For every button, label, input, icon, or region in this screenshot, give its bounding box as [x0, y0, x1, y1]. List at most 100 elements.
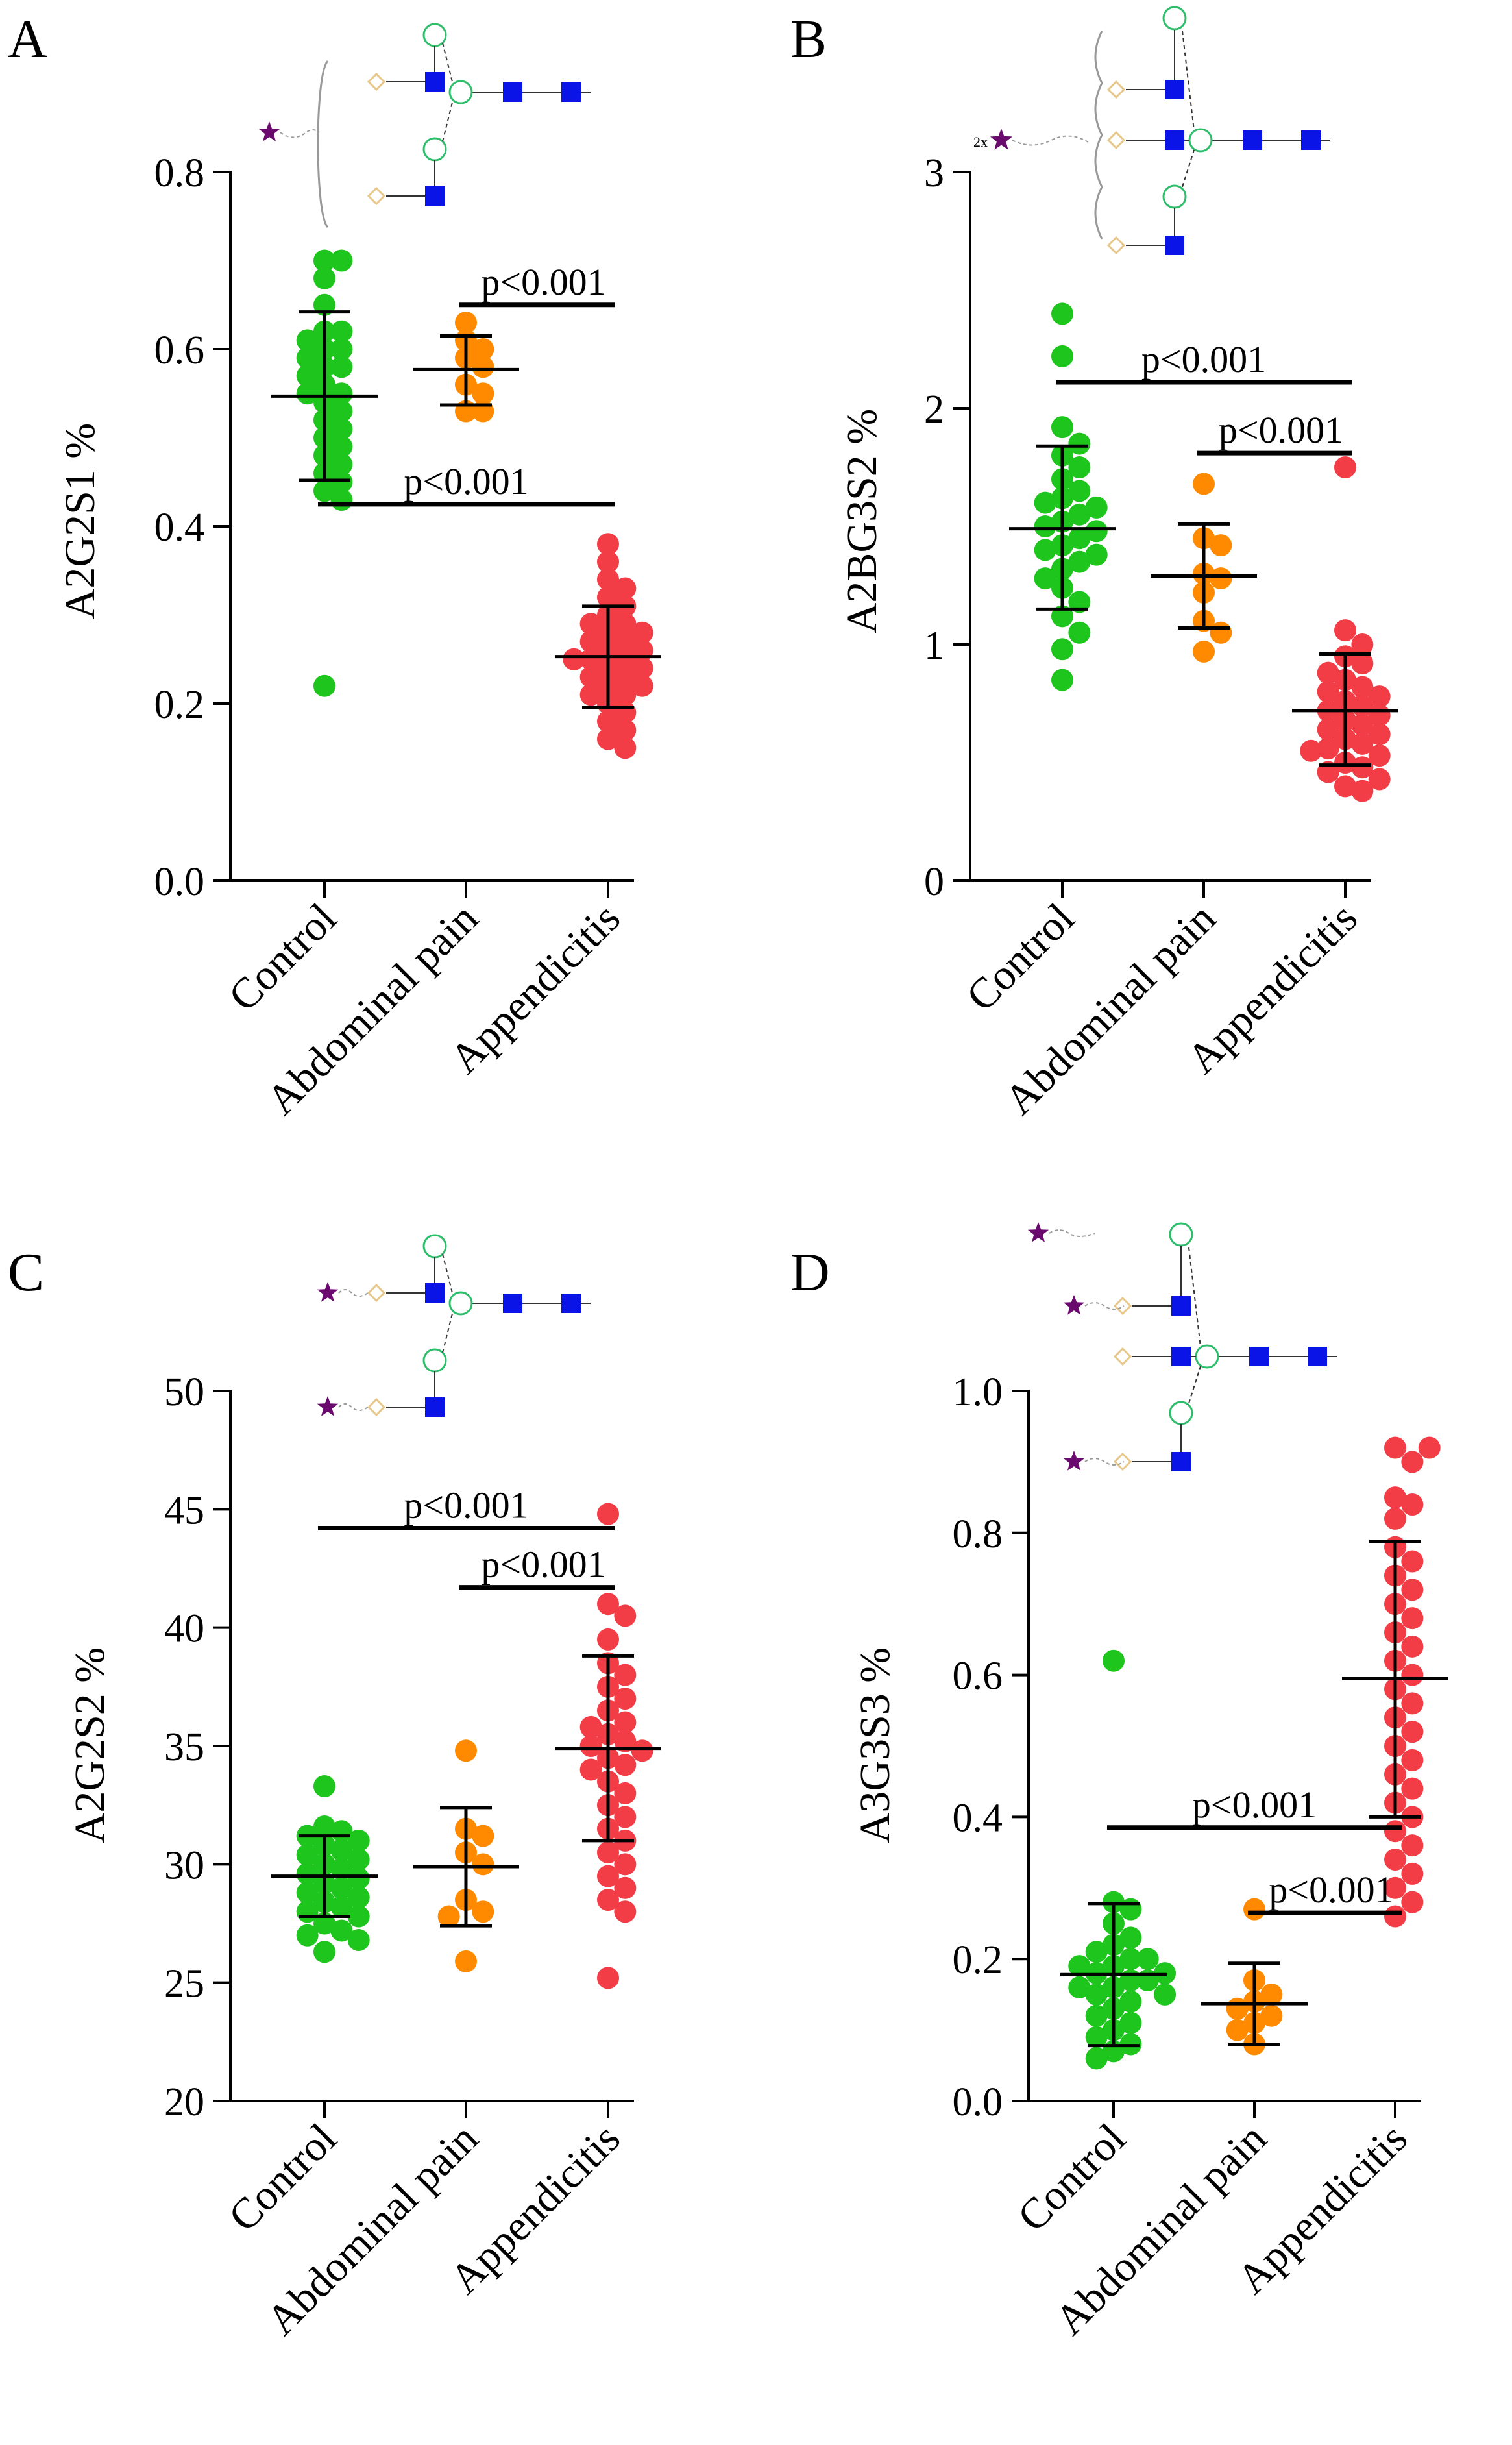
- data-point: [597, 1865, 619, 1887]
- y-tick-label: 0: [924, 860, 944, 904]
- data-point: [347, 1886, 370, 1909]
- y-tick-label: 0.6: [154, 328, 205, 373]
- data-point: [614, 666, 637, 689]
- data-point: [1401, 1834, 1424, 1857]
- data-point: [347, 1905, 370, 1928]
- glycan-link: [1084, 1458, 1125, 1466]
- data-point: [1401, 1579, 1424, 1601]
- glycan-structure: [1027, 1222, 1337, 1471]
- data-point: [614, 613, 637, 635]
- error-bar: [413, 334, 519, 407]
- data-point: [347, 1929, 370, 1952]
- significance-bracket: p<0.001: [318, 1484, 615, 1531]
- glcnac-icon: [503, 82, 522, 102]
- data-point: [1034, 491, 1056, 514]
- data-point: [1351, 713, 1374, 736]
- significance-bracket: p<0.001: [459, 1543, 615, 1590]
- data-point: [1034, 539, 1056, 561]
- p-value-label: p<0.001: [404, 1484, 528, 1527]
- data-point: [614, 1711, 637, 1734]
- data-point: [579, 683, 602, 706]
- data-point: [1401, 1493, 1424, 1516]
- y-tick-label: 0.6: [953, 1654, 1003, 1699]
- data-point: [472, 338, 494, 360]
- data-point: [296, 1924, 319, 1947]
- significance-bracket: p<0.001: [318, 460, 615, 507]
- data-point: [1085, 543, 1108, 566]
- data-point: [1136, 1969, 1159, 1992]
- data-point: [313, 1815, 335, 1837]
- data-point: [1384, 1507, 1406, 1530]
- glcnac-icon: [1165, 236, 1184, 255]
- data-point: [1384, 1849, 1406, 1871]
- glcnac-icon: [1165, 80, 1184, 99]
- mannose-icon: [1162, 184, 1187, 209]
- y-tick-label: 1: [924, 624, 944, 668]
- data-point: [597, 1889, 619, 1911]
- data-point: [1260, 2004, 1283, 2027]
- mannose-icon: [1162, 6, 1187, 31]
- data-point: [1317, 737, 1339, 760]
- mannose-icon: [422, 1348, 447, 1373]
- sialic-acid-icon: [990, 129, 1013, 150]
- data-point: [614, 1664, 637, 1686]
- data-point: [296, 347, 319, 369]
- p-value-label: p<0.001: [1192, 1784, 1317, 1826]
- glycan-link: [442, 1310, 454, 1353]
- glycan-link: [338, 1403, 369, 1411]
- data-point: [1368, 723, 1391, 746]
- glcnac-icon: [1171, 1296, 1191, 1316]
- data-point: [313, 267, 335, 289]
- data-point: [1351, 780, 1374, 802]
- glcnac-icon: [561, 1294, 581, 1313]
- p-value-label: p<0.001: [404, 460, 528, 502]
- data-point: [1068, 503, 1091, 526]
- data-point: [1210, 534, 1232, 557]
- series-appendicitis: [563, 533, 653, 759]
- glycan-structure: [258, 23, 591, 228]
- data-point: [330, 417, 353, 440]
- data-point: [614, 1754, 637, 1776]
- error-bar: [1151, 522, 1257, 630]
- data-point: [330, 338, 353, 360]
- data-point: [1068, 432, 1091, 455]
- data-point: [614, 577, 637, 600]
- y-axis-label: A2G2S2 %: [66, 1647, 114, 1844]
- data-point: [563, 648, 585, 670]
- data-point: [1193, 640, 1215, 663]
- data-point: [614, 1806, 637, 1828]
- data-point: [347, 1867, 370, 1890]
- data-point: [1300, 739, 1323, 762]
- data-point: [330, 436, 353, 458]
- data-point: [1051, 345, 1073, 367]
- error-bar: [271, 1834, 378, 1919]
- y-axis-label: A3G3S3 %: [851, 1647, 899, 1844]
- glcnac-icon: [1301, 130, 1321, 150]
- data-point: [1119, 1898, 1142, 1921]
- y-tick-label: 20: [164, 2080, 204, 2124]
- y-tick-label: 40: [164, 1607, 204, 1651]
- data-point: [1068, 550, 1091, 573]
- data-point: [1401, 1635, 1424, 1658]
- data-point: [597, 1628, 619, 1651]
- data-point: [1226, 2019, 1249, 2041]
- mannose-icon: [1169, 1401, 1193, 1425]
- data-point: [579, 613, 602, 635]
- data-point: [1401, 1664, 1424, 1686]
- glcnac-icon: [425, 72, 445, 92]
- bracket-icon: [317, 60, 329, 228]
- data-point: [1351, 633, 1374, 656]
- data-point: [313, 1775, 335, 1797]
- data-point: [1368, 685, 1391, 708]
- galactose-icon: [367, 72, 386, 92]
- y-tick-label: 0.2: [154, 683, 205, 727]
- data-point: [1085, 1983, 1108, 2006]
- data-point: [614, 683, 637, 706]
- data-point: [330, 489, 353, 511]
- data-point: [579, 1758, 602, 1781]
- data-point: [597, 1841, 619, 1864]
- data-point: [1317, 719, 1339, 741]
- x-tick-label: Control: [957, 894, 1083, 1020]
- data-point: [1210, 567, 1232, 590]
